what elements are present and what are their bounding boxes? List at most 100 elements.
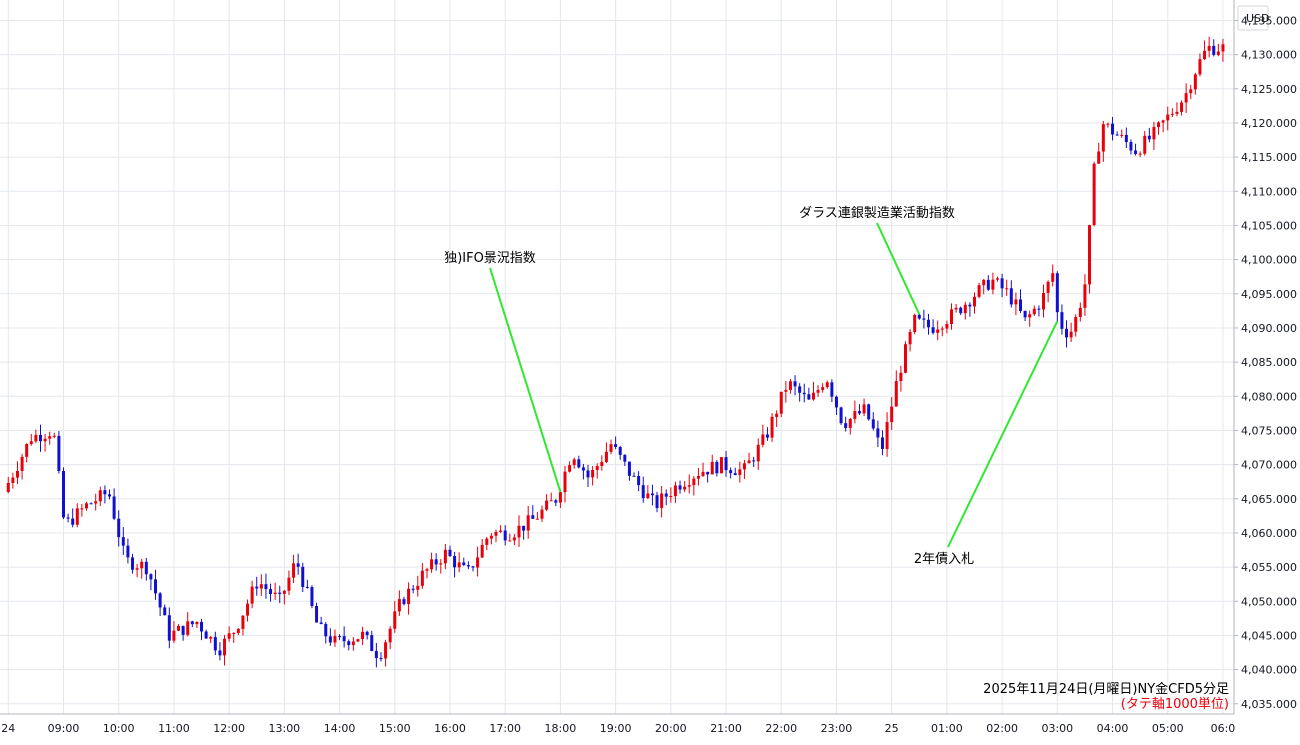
candle-body xyxy=(554,500,558,503)
candle-body xyxy=(181,625,185,635)
candle-body xyxy=(595,465,599,470)
candle-body xyxy=(43,438,47,442)
candle-body xyxy=(443,549,447,564)
candle-body xyxy=(1106,123,1110,125)
candle-body xyxy=(526,515,530,531)
candle-body xyxy=(407,588,411,605)
candle-body xyxy=(466,565,470,567)
price-tick-label: 4,070.000 xyxy=(1241,459,1297,472)
candle-body xyxy=(223,638,227,656)
candle-body xyxy=(522,525,526,531)
candle-body xyxy=(103,490,107,495)
candle-body xyxy=(370,635,374,651)
candle-body xyxy=(627,461,631,476)
candle-body xyxy=(273,592,277,594)
annotation-label: 独)IFO景況指数 xyxy=(444,251,536,266)
candle-body xyxy=(347,641,351,646)
candle-body xyxy=(61,470,65,518)
candle-body xyxy=(959,307,963,314)
candle-body xyxy=(365,631,369,636)
price-tick-label: 4,115.000 xyxy=(1241,151,1297,164)
candle-body xyxy=(839,407,843,424)
candle-body xyxy=(1120,134,1124,136)
candle-body xyxy=(89,503,93,505)
candle-body xyxy=(917,314,921,319)
candle-body xyxy=(788,381,792,390)
candle-body xyxy=(319,622,323,624)
annotation-labels: 独)IFO景況指数 ダラス連銀製造業活動指数 2年債入札 xyxy=(444,205,974,567)
candle-body xyxy=(25,444,29,457)
candle-body xyxy=(250,586,254,604)
candle-body xyxy=(982,279,986,286)
candle-body xyxy=(494,531,498,536)
candle-body xyxy=(1051,273,1055,282)
candle-body xyxy=(301,566,305,587)
candle-body xyxy=(733,473,737,476)
candle-body xyxy=(949,309,953,324)
candle-body xyxy=(1212,45,1216,55)
candle-body xyxy=(246,603,250,616)
candle-body xyxy=(512,537,516,541)
candle-body xyxy=(480,544,484,558)
time-tick-labels: 24 09:00 10:00 11:00 12:00 13:00 14:00 15:00 16:… xyxy=(1,722,1235,735)
candle-body xyxy=(963,304,967,314)
candle-body xyxy=(926,319,930,328)
time-tick-label: 03:00 xyxy=(1041,722,1073,735)
candle-body xyxy=(945,323,949,329)
candle-body xyxy=(673,485,677,497)
annotation-label: ダラス連銀製造業活動指数 xyxy=(799,205,955,221)
price-tick-label: 4,045.000 xyxy=(1241,629,1297,642)
candle-body xyxy=(255,586,259,589)
candle-body xyxy=(563,471,567,493)
candle-body xyxy=(126,545,130,558)
candle-body xyxy=(1023,310,1027,318)
candle-body xyxy=(1111,123,1115,135)
currency-badge[interactable] xyxy=(1237,5,1269,31)
candle-body xyxy=(655,495,659,508)
candle-body xyxy=(894,381,898,407)
candle-body xyxy=(448,549,452,557)
candle-body xyxy=(669,496,673,498)
candle-body xyxy=(1046,281,1050,293)
candle-body xyxy=(200,621,204,632)
candle-body xyxy=(1129,142,1133,151)
candle-body xyxy=(678,485,682,490)
candle-body xyxy=(1101,124,1105,152)
candle-body xyxy=(75,508,79,525)
candle-body xyxy=(807,394,811,400)
candle-body xyxy=(885,422,889,449)
candle-body xyxy=(20,456,24,471)
candle-body xyxy=(977,285,981,297)
candle-body xyxy=(144,561,148,575)
price-tick-label: 4,040.000 xyxy=(1241,664,1297,677)
candle-body xyxy=(342,636,346,642)
candle-body xyxy=(439,563,443,565)
candle-body xyxy=(871,419,875,429)
candle-body xyxy=(756,444,760,462)
candle-body xyxy=(692,478,696,486)
candle-body xyxy=(508,540,512,542)
candle-body xyxy=(98,490,102,502)
candle-body xyxy=(287,577,291,591)
candle-body xyxy=(765,434,769,438)
candle-body xyxy=(177,625,181,631)
candle-body xyxy=(135,568,139,570)
candle-body xyxy=(1065,328,1069,338)
candle-body xyxy=(637,476,641,486)
candle-body xyxy=(296,563,300,567)
candle-body xyxy=(351,641,355,646)
candle-body xyxy=(646,493,650,499)
candle-body xyxy=(724,457,728,471)
candle-body xyxy=(1221,44,1225,52)
candle-body xyxy=(393,611,397,629)
candle-body xyxy=(34,434,38,442)
candle-body xyxy=(485,538,489,545)
time-tick-label: 25 xyxy=(885,722,899,735)
candle-body xyxy=(540,509,544,519)
candle-body xyxy=(664,493,668,497)
candle-body xyxy=(186,621,190,635)
time-tick-label: 19:00 xyxy=(600,722,632,735)
candle-body xyxy=(241,615,245,629)
candle-body xyxy=(715,461,719,474)
